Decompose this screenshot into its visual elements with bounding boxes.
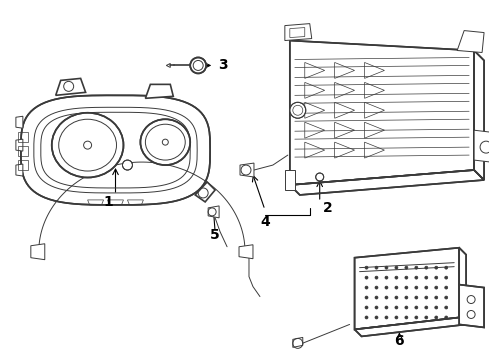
Polygon shape (195, 182, 215, 202)
Polygon shape (474, 130, 490, 163)
Polygon shape (459, 285, 484, 328)
Circle shape (435, 306, 438, 309)
Polygon shape (21, 95, 210, 205)
Circle shape (435, 276, 438, 279)
Circle shape (395, 286, 398, 289)
Circle shape (395, 296, 398, 299)
Text: 1: 1 (104, 195, 113, 209)
Circle shape (122, 160, 132, 170)
Circle shape (385, 286, 388, 289)
Polygon shape (31, 244, 45, 260)
Polygon shape (240, 163, 254, 177)
Polygon shape (355, 318, 466, 336)
Polygon shape (459, 248, 466, 324)
Circle shape (395, 276, 398, 279)
Circle shape (415, 296, 418, 299)
Polygon shape (16, 139, 23, 151)
Circle shape (316, 173, 324, 181)
Circle shape (435, 316, 438, 319)
Polygon shape (285, 24, 312, 41)
Circle shape (365, 286, 368, 289)
Circle shape (375, 296, 378, 299)
Polygon shape (285, 170, 295, 190)
Circle shape (425, 296, 428, 299)
Text: 3: 3 (218, 58, 228, 72)
Polygon shape (293, 337, 303, 347)
Circle shape (445, 306, 448, 309)
Circle shape (405, 276, 408, 279)
Circle shape (445, 286, 448, 289)
Circle shape (405, 296, 408, 299)
Circle shape (365, 296, 368, 299)
Circle shape (445, 296, 448, 299)
Circle shape (425, 316, 428, 319)
Circle shape (375, 266, 378, 269)
Circle shape (425, 266, 428, 269)
Circle shape (435, 286, 438, 289)
Text: 5: 5 (210, 228, 220, 242)
Circle shape (415, 316, 418, 319)
Circle shape (375, 286, 378, 289)
Circle shape (445, 276, 448, 279)
Polygon shape (56, 78, 86, 95)
Polygon shape (457, 31, 484, 53)
Polygon shape (474, 50, 484, 180)
Circle shape (365, 266, 368, 269)
Circle shape (405, 286, 408, 289)
Circle shape (425, 286, 428, 289)
Circle shape (385, 316, 388, 319)
Circle shape (445, 316, 448, 319)
Circle shape (395, 266, 398, 269)
Circle shape (385, 266, 388, 269)
Ellipse shape (141, 119, 190, 165)
Circle shape (385, 306, 388, 309)
Circle shape (385, 296, 388, 299)
Ellipse shape (52, 113, 123, 177)
Circle shape (375, 306, 378, 309)
Circle shape (84, 141, 92, 149)
Text: 4: 4 (260, 215, 270, 229)
Circle shape (425, 276, 428, 279)
Circle shape (405, 306, 408, 309)
Polygon shape (16, 164, 23, 176)
Polygon shape (290, 41, 474, 185)
Circle shape (415, 286, 418, 289)
Polygon shape (239, 245, 253, 259)
Circle shape (290, 102, 306, 118)
Circle shape (385, 276, 388, 279)
Polygon shape (290, 170, 484, 195)
Circle shape (375, 316, 378, 319)
Polygon shape (208, 206, 219, 218)
Circle shape (415, 306, 418, 309)
Circle shape (365, 306, 368, 309)
Circle shape (190, 58, 206, 73)
Circle shape (162, 139, 168, 145)
Polygon shape (16, 116, 23, 128)
Polygon shape (355, 248, 459, 329)
Circle shape (425, 306, 428, 309)
Circle shape (435, 266, 438, 269)
Polygon shape (146, 84, 173, 98)
Circle shape (365, 276, 368, 279)
Circle shape (415, 276, 418, 279)
Circle shape (415, 266, 418, 269)
Circle shape (395, 316, 398, 319)
Circle shape (375, 276, 378, 279)
Text: 6: 6 (394, 334, 404, 348)
Circle shape (405, 316, 408, 319)
Circle shape (435, 296, 438, 299)
Circle shape (365, 316, 368, 319)
Text: 2: 2 (323, 201, 333, 215)
Circle shape (395, 306, 398, 309)
Circle shape (405, 266, 408, 269)
Circle shape (445, 266, 448, 269)
